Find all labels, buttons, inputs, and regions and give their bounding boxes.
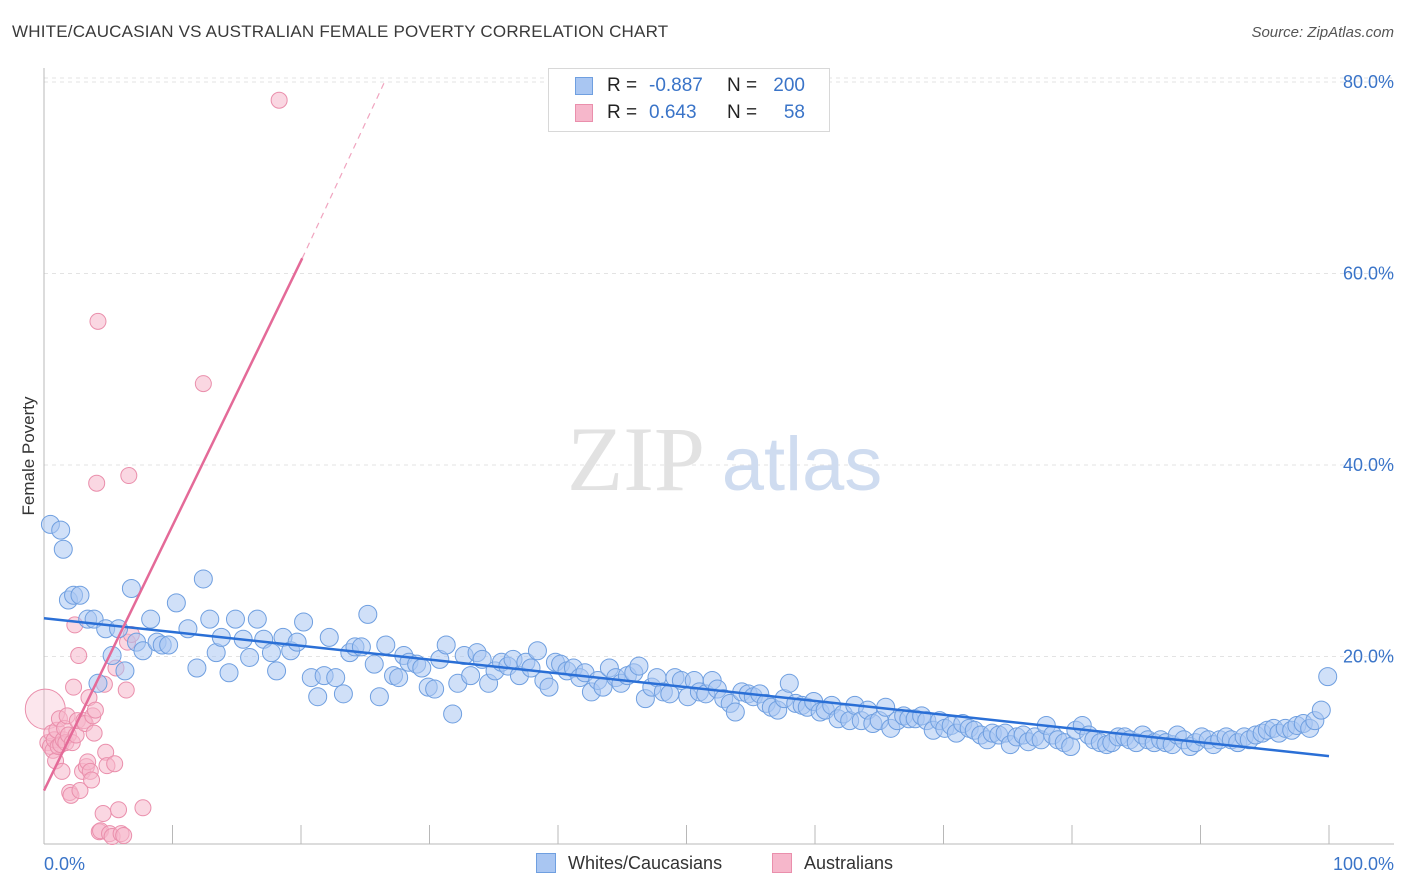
whites-point xyxy=(133,641,153,661)
australians-point xyxy=(70,647,88,665)
australians-point xyxy=(86,701,104,719)
whites-point xyxy=(159,635,179,655)
legend-swatch-whites xyxy=(575,77,593,95)
australians-point xyxy=(83,771,101,789)
r-value: 0.643 xyxy=(649,102,697,123)
australians-point xyxy=(71,782,89,800)
whites-point xyxy=(1061,737,1081,757)
n-value: 58 xyxy=(783,102,805,123)
australians-point xyxy=(110,801,128,819)
australians-point xyxy=(89,312,107,330)
australians-point xyxy=(270,91,288,109)
legend-swatch-australians xyxy=(772,853,792,873)
whites-point xyxy=(319,627,339,647)
whites-point xyxy=(187,658,207,678)
australians-point xyxy=(106,755,124,773)
whites-point xyxy=(629,656,649,676)
australians-point xyxy=(117,681,135,699)
n-label: N = xyxy=(727,75,758,96)
r-label: R = xyxy=(607,75,638,96)
australians-trend-extension xyxy=(301,81,386,259)
x-tick-label-min: 0.0% xyxy=(44,854,85,874)
whites-point xyxy=(461,666,481,686)
whites-point xyxy=(219,663,239,683)
whites-point xyxy=(240,647,260,667)
whites-point xyxy=(53,539,73,559)
whites-point xyxy=(51,520,71,540)
whites-point xyxy=(247,609,267,629)
australians-point xyxy=(115,827,133,845)
whites-point xyxy=(115,661,135,681)
whites-point xyxy=(287,632,307,652)
australians-trend-line xyxy=(42,257,304,792)
whites-point xyxy=(436,635,456,655)
australians-point xyxy=(120,467,138,485)
australians-points xyxy=(24,91,288,846)
r-label: R = xyxy=(607,102,638,123)
legend-row-australians[interactable]: R = 0.643 N = 58 xyxy=(549,100,829,126)
watermark-atlas: atlas xyxy=(722,422,883,507)
whites-point xyxy=(389,668,409,688)
y-tick-label: 20.0% xyxy=(1343,647,1394,667)
whites-point xyxy=(527,641,547,661)
whites-point xyxy=(725,702,745,722)
whites-point xyxy=(121,579,141,599)
whites-point xyxy=(308,687,328,707)
whites-trend-line xyxy=(43,616,1330,758)
whites-point xyxy=(141,609,161,629)
whites-point xyxy=(539,677,559,697)
axes xyxy=(43,68,1394,845)
whites-point xyxy=(1318,667,1338,687)
chart-title: WHITE/CAUCASIAN VS AUSTRALIAN FEMALE POV… xyxy=(12,22,669,41)
whites-point xyxy=(412,658,432,678)
whites-point xyxy=(225,609,245,629)
whites-point xyxy=(364,654,384,674)
australians-point xyxy=(94,805,112,823)
legend-label-whites: Whites/Caucasians xyxy=(568,853,723,873)
whites-point xyxy=(326,668,346,688)
legend-label-australians: Australians xyxy=(804,853,894,873)
watermark: ZIP atlas xyxy=(567,408,882,510)
whites-point xyxy=(294,612,314,632)
australians-point xyxy=(65,678,83,696)
whites-points xyxy=(40,514,1338,757)
whites-point xyxy=(70,585,90,605)
whites-point xyxy=(333,684,353,704)
n-value: 200 xyxy=(773,75,805,96)
source-label[interactable]: Source: ZipAtlas.com xyxy=(1251,24,1394,41)
gridlines xyxy=(44,77,1394,657)
whites-point xyxy=(261,643,281,663)
whites-point xyxy=(443,704,463,724)
whites-point xyxy=(369,687,389,707)
whites-point xyxy=(1311,700,1331,720)
australians-point xyxy=(88,474,106,492)
legend-swatch-australians xyxy=(575,104,593,122)
legend-row-whites[interactable]: R = -0.887 N = 200 xyxy=(549,73,829,99)
whites-point xyxy=(267,661,287,681)
legend-swatch-whites xyxy=(536,853,556,873)
trend-lines xyxy=(42,81,1330,792)
australians-point xyxy=(85,724,103,742)
australians-point xyxy=(194,375,212,393)
whites-point xyxy=(193,569,213,589)
whites-point xyxy=(425,679,445,699)
whites-point xyxy=(376,635,396,655)
y-tick-labels: 20.0% 40.0% 60.0% 80.0% xyxy=(1343,72,1394,667)
y-tick-label: 80.0% xyxy=(1343,72,1394,92)
n-label: N = xyxy=(727,102,758,123)
r-value: -0.887 xyxy=(649,75,703,96)
whites-point xyxy=(779,673,799,693)
whites-point xyxy=(521,658,541,678)
correlation-legend: R = -0.887 N = 200 R = 0.643 N = 58 xyxy=(548,68,830,132)
y-tick-label: 40.0% xyxy=(1343,455,1394,475)
whites-point xyxy=(200,609,220,629)
whites-point xyxy=(166,593,186,613)
x-tick-label-max: 100.0% xyxy=(1333,854,1394,874)
y-axis-label: Female Poverty xyxy=(19,396,38,516)
whites-point xyxy=(358,604,378,624)
y-tick-label: 60.0% xyxy=(1343,264,1394,284)
watermark-zip: ZIP xyxy=(567,408,705,510)
australians-point xyxy=(134,799,152,817)
